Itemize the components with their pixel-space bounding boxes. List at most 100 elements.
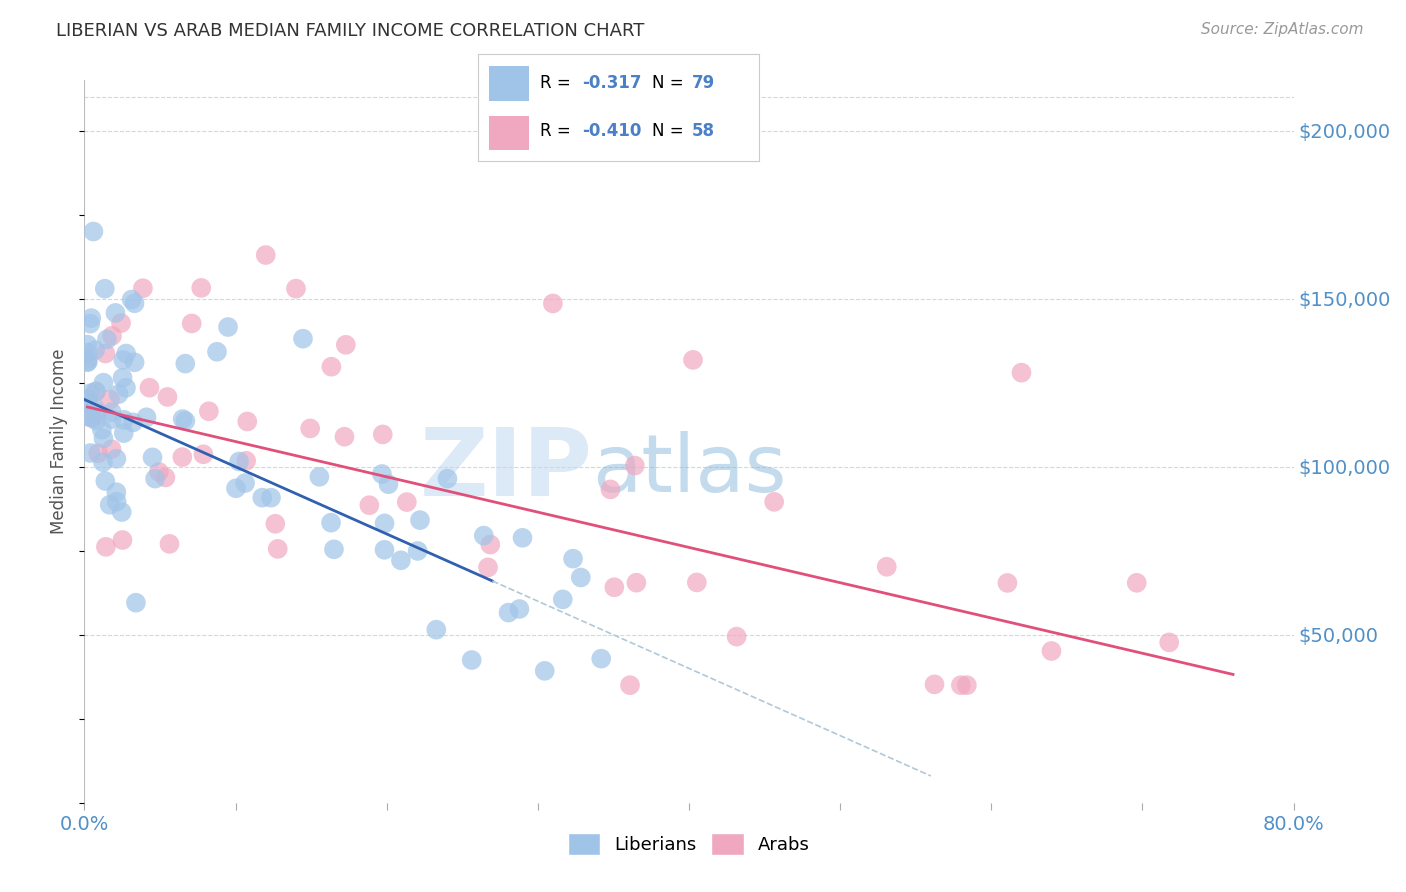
Point bbox=[371, 427, 394, 442]
Point bbox=[498, 606, 520, 620]
Point bbox=[84, 343, 107, 357]
Point bbox=[333, 430, 356, 444]
Point bbox=[409, 513, 432, 527]
Point bbox=[267, 541, 290, 556]
Point bbox=[107, 387, 129, 401]
Point bbox=[198, 404, 221, 418]
Point bbox=[94, 540, 117, 554]
Point bbox=[172, 412, 194, 426]
Point bbox=[395, 495, 418, 509]
Point bbox=[101, 328, 124, 343]
Text: R =: R = bbox=[540, 75, 576, 93]
Point bbox=[377, 477, 399, 491]
Point bbox=[87, 446, 110, 460]
Text: LIBERIAN VS ARAB MEDIAN FAMILY INCOME CORRELATION CHART: LIBERIAN VS ARAB MEDIAN FAMILY INCOME CO… bbox=[56, 22, 644, 40]
Point bbox=[135, 410, 157, 425]
Point bbox=[180, 317, 202, 331]
Point bbox=[479, 538, 502, 552]
Text: -0.410: -0.410 bbox=[582, 121, 641, 139]
Point bbox=[533, 664, 555, 678]
Point bbox=[76, 352, 98, 367]
Point bbox=[477, 560, 499, 574]
Text: R =: R = bbox=[540, 121, 576, 139]
Point bbox=[100, 405, 122, 419]
Point bbox=[80, 410, 103, 425]
Point bbox=[115, 381, 138, 395]
Point bbox=[193, 447, 215, 461]
Point bbox=[436, 472, 458, 486]
Text: N =: N = bbox=[652, 75, 689, 93]
Point bbox=[76, 354, 98, 368]
Point bbox=[122, 416, 145, 430]
FancyBboxPatch shape bbox=[489, 66, 529, 101]
Point bbox=[105, 451, 128, 466]
Point bbox=[98, 498, 121, 512]
Point bbox=[143, 472, 166, 486]
Point bbox=[94, 346, 117, 360]
Point bbox=[174, 414, 197, 428]
Point bbox=[460, 653, 482, 667]
Point bbox=[233, 476, 256, 491]
Point bbox=[121, 293, 143, 307]
Point bbox=[551, 592, 574, 607]
Point bbox=[682, 352, 704, 367]
Text: Source: ZipAtlas.com: Source: ZipAtlas.com bbox=[1201, 22, 1364, 37]
Point bbox=[291, 332, 314, 346]
Point bbox=[956, 678, 979, 692]
Y-axis label: Median Family Income: Median Family Income bbox=[51, 349, 69, 534]
Point bbox=[111, 370, 134, 384]
Point bbox=[156, 390, 179, 404]
Point bbox=[371, 467, 394, 481]
Point bbox=[76, 355, 98, 369]
Point bbox=[76, 345, 98, 359]
Point bbox=[112, 413, 135, 427]
Point bbox=[76, 337, 98, 351]
Point bbox=[308, 470, 330, 484]
Point bbox=[105, 494, 128, 508]
Point bbox=[285, 282, 308, 296]
Point bbox=[1159, 635, 1181, 649]
Text: -0.317: -0.317 bbox=[582, 75, 641, 93]
Text: atlas: atlas bbox=[592, 432, 786, 509]
Point bbox=[569, 570, 592, 584]
Point bbox=[686, 575, 709, 590]
Point bbox=[591, 651, 613, 665]
Point bbox=[111, 533, 134, 547]
Point bbox=[82, 225, 104, 239]
Point bbox=[1126, 575, 1149, 590]
Point bbox=[155, 470, 177, 484]
Point bbox=[86, 405, 108, 419]
Point bbox=[252, 491, 274, 505]
Point bbox=[389, 553, 412, 567]
Text: 58: 58 bbox=[692, 121, 714, 139]
Point bbox=[172, 450, 194, 464]
Point bbox=[319, 516, 342, 530]
Point bbox=[1040, 644, 1063, 658]
Point bbox=[321, 359, 343, 374]
Point bbox=[105, 485, 128, 500]
Point bbox=[91, 455, 114, 469]
Text: N =: N = bbox=[652, 121, 689, 139]
Point bbox=[76, 409, 98, 424]
Point bbox=[264, 516, 287, 531]
Point bbox=[76, 392, 98, 406]
Point bbox=[924, 677, 946, 691]
Point bbox=[115, 346, 138, 360]
Point bbox=[125, 596, 148, 610]
Point bbox=[425, 623, 447, 637]
Point bbox=[110, 316, 132, 330]
Point bbox=[512, 531, 534, 545]
Point bbox=[76, 392, 98, 407]
Point bbox=[84, 384, 107, 399]
Point bbox=[876, 559, 898, 574]
Point bbox=[94, 282, 117, 296]
Point bbox=[159, 537, 181, 551]
Point bbox=[174, 357, 197, 371]
Point bbox=[541, 296, 564, 310]
Point bbox=[93, 376, 115, 390]
Point bbox=[323, 542, 346, 557]
Point bbox=[225, 481, 247, 495]
Point bbox=[260, 491, 283, 505]
Point bbox=[82, 399, 104, 413]
Point bbox=[335, 338, 357, 352]
